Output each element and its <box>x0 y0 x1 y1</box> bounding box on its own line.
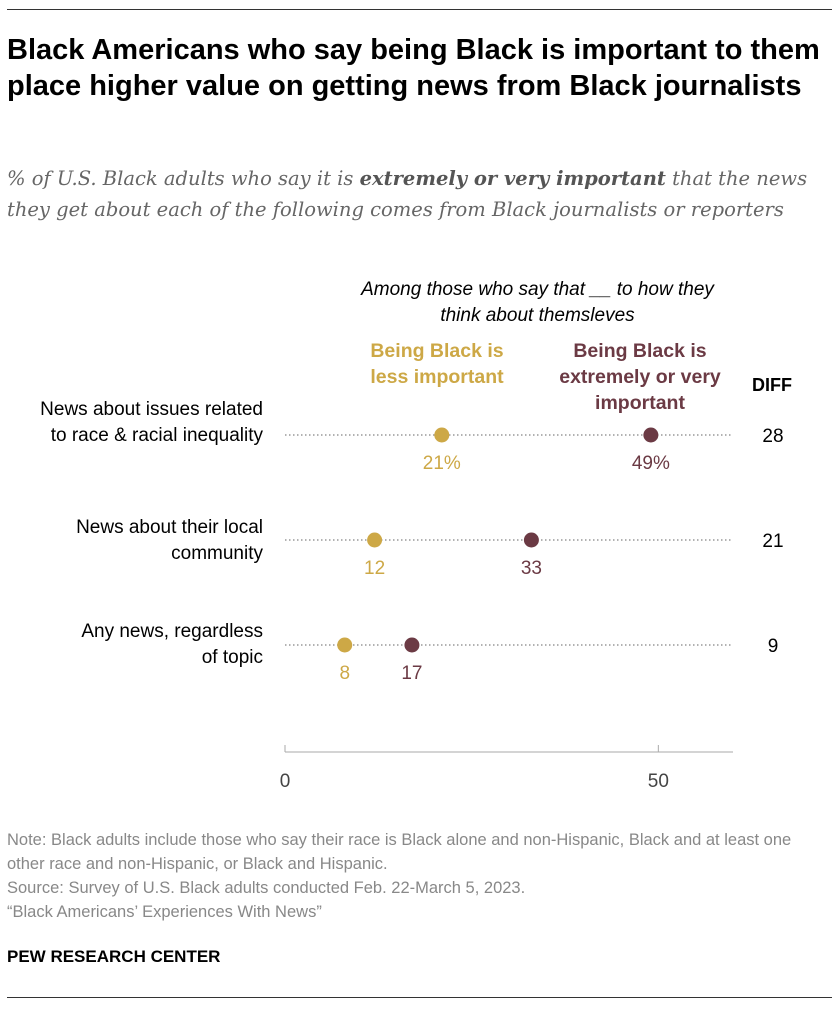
data-point <box>523 532 539 548</box>
chart-title: Black Americans who say being Black is i… <box>7 34 820 102</box>
subtitle-bold: extremely or very important <box>359 167 666 190</box>
bottom-rule <box>7 997 832 998</box>
x-tick-label: 0 <box>280 771 291 792</box>
note: Note: Black adults include those who say… <box>7 831 792 873</box>
data-label: 49% <box>632 453 670 474</box>
data-point <box>404 637 420 653</box>
data-label: 12 <box>364 558 385 579</box>
legend-very-important: Being Black is extremely or very importa… <box>559 340 721 414</box>
data-point <box>643 427 659 443</box>
brand-logo: PEW RESEARCH CENTER <box>7 947 221 966</box>
subtitle-post: that the news they get about each of the… <box>7 167 808 221</box>
chart-subtitle: % of U.S. Black adults who say it is ext… <box>7 163 827 225</box>
row-label: Any news, regardless of topic <box>81 621 263 668</box>
top-rule <box>7 9 832 10</box>
diff-header: DIFF <box>752 375 792 395</box>
report-title: “Black Americans’ Experiences With News” <box>7 903 322 921</box>
footer: Note: Black adults include those who say… <box>7 828 822 924</box>
row-label: News about their local community <box>76 517 263 564</box>
data-point <box>337 637 353 653</box>
legend-less-important: Being Black is less important <box>370 340 504 388</box>
data-label: 17 <box>401 663 422 684</box>
diff-value: 9 <box>767 636 779 657</box>
data-point <box>434 427 450 443</box>
x-tick-label: 50 <box>648 771 669 792</box>
row-label: News about issues related to race & raci… <box>40 399 263 446</box>
data-label: 33 <box>521 558 542 579</box>
data-label: 21% <box>423 453 461 474</box>
data-label: 8 <box>339 663 350 684</box>
diff-value: 28 <box>762 426 784 447</box>
subtitle-pre: % of U.S. Black adults who say it is <box>7 167 360 190</box>
source: Source: Survey of U.S. Black adults cond… <box>7 879 526 897</box>
data-point <box>367 532 383 548</box>
diff-value: 21 <box>762 531 784 552</box>
among-label: Among those who say that __ to how they … <box>361 279 714 326</box>
